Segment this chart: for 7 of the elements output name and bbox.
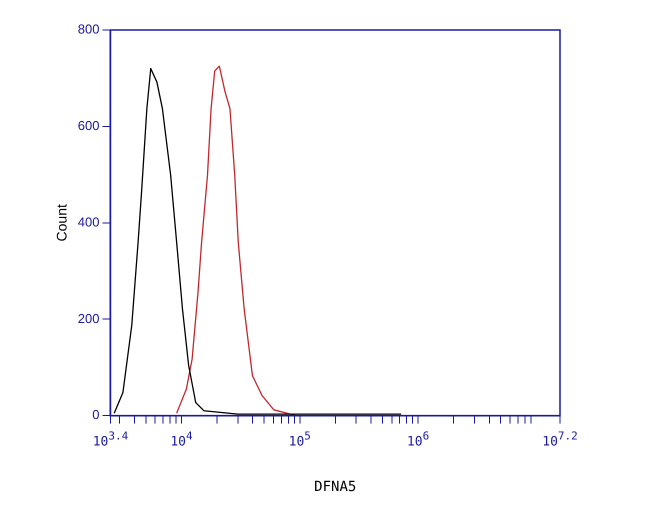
y-axis-title: Count (53, 204, 70, 242)
y-tick-label: 800 (78, 22, 100, 37)
y-tick-label: 400 (78, 214, 100, 230)
y-tick-label: 600 (78, 118, 100, 133)
y-tick-label: 200 (78, 310, 100, 326)
y-tick-label: 0 (92, 407, 100, 422)
x-axis-title: DFNA5 (314, 479, 356, 496)
